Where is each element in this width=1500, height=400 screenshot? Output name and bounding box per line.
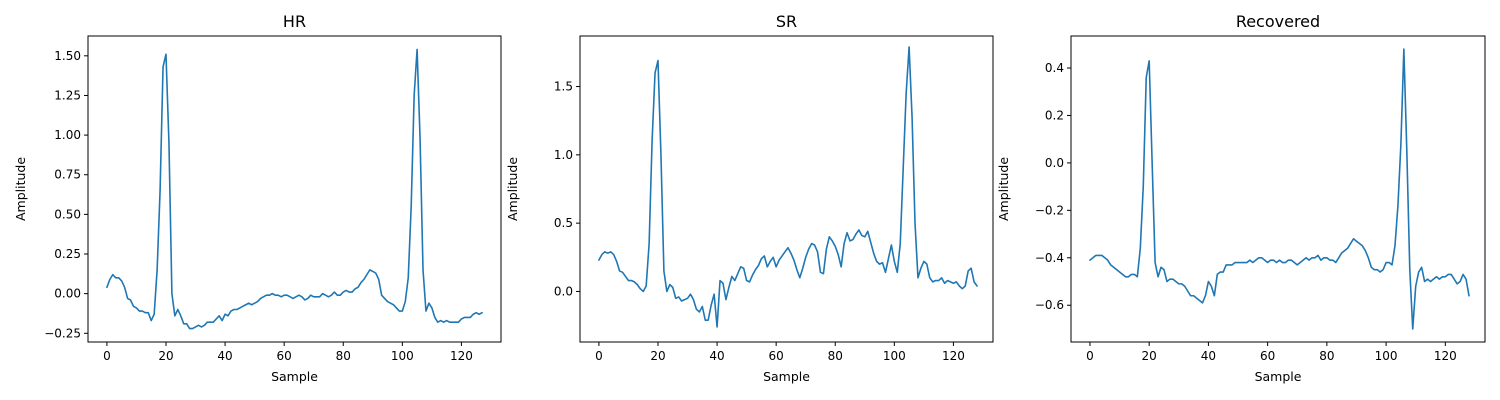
y-tick-label: −0.25 — [44, 326, 81, 340]
subplot-recovered: Recovered Sample Amplitude 0 20 40 60 80 100 1… — [996, 12, 1486, 384]
y-tick-label: 1.25 — [54, 88, 81, 102]
x-axis-label: Sample — [271, 369, 318, 384]
x-tick-label: 0 — [103, 349, 111, 363]
x-tick-label: 40 — [709, 349, 724, 363]
x-tick-label: 20 — [650, 349, 665, 363]
plot-frame — [579, 35, 994, 343]
x-tick-label: 100 — [391, 349, 414, 363]
chart-title: SR — [776, 12, 797, 31]
plot-frame — [1070, 35, 1486, 343]
chart-title: Recovered — [1236, 12, 1320, 31]
series-line — [106, 48, 483, 330]
x-tick-label: 80 — [828, 349, 843, 363]
subplot-hr: HR Sample Amplitude 0 20 40 60 80 100 120 −0.25… — [13, 12, 502, 384]
y-axis-label: Amplitude — [996, 157, 1011, 221]
series-line — [598, 46, 978, 328]
y-tick-label: 1.00 — [54, 128, 81, 142]
x-tick-label: 40 — [1201, 349, 1216, 363]
x-tick-label: 80 — [336, 349, 351, 363]
x-tick-label: 60 — [1260, 349, 1275, 363]
x-tick-label: 100 — [883, 349, 906, 363]
x-tick-label: 40 — [217, 349, 232, 363]
x-tick-label: 20 — [1142, 349, 1157, 363]
series-line — [1089, 48, 1470, 330]
y-tick-label: 0.00 — [54, 287, 81, 301]
x-axis-label: Sample — [1255, 369, 1302, 384]
y-tick-label: 0.25 — [54, 247, 81, 261]
x-tick-label: 80 — [1319, 349, 1334, 363]
plot-frame — [87, 35, 502, 343]
y-tick-label: 1.50 — [54, 49, 81, 63]
x-tick-label: 0 — [1086, 349, 1094, 363]
y-tick-label: −0.2 — [1035, 203, 1064, 217]
x-tick-label: 120 — [942, 349, 965, 363]
y-axis-label: Amplitude — [505, 157, 520, 221]
x-axis-label: Sample — [763, 369, 810, 384]
y-tick-label: 1.0 — [554, 148, 573, 162]
y-tick-label: 0.0 — [1045, 156, 1064, 170]
x-tick-label: 120 — [1434, 349, 1457, 363]
chart-title: HR — [283, 12, 306, 31]
y-tick-label: 0.5 — [554, 216, 573, 230]
y-tick-label: 0.0 — [554, 284, 573, 298]
y-tick-label: 1.5 — [554, 80, 573, 94]
x-tick-label: 120 — [450, 349, 473, 363]
x-tick-label: 20 — [158, 349, 173, 363]
subplot-sr: SR Sample Amplitude 0 20 40 60 80 100 120 0.0 0.… — [505, 12, 994, 384]
y-tick-label: 0.2 — [1045, 108, 1064, 122]
y-tick-label: 0.50 — [54, 207, 81, 221]
y-axis-label: Amplitude — [13, 157, 28, 221]
y-tick-label: −0.6 — [1035, 298, 1064, 312]
x-tick-label: 100 — [1375, 349, 1398, 363]
x-tick-label: 0 — [595, 349, 603, 363]
y-tick-label: 0.75 — [54, 168, 81, 182]
x-tick-label: 60 — [277, 349, 292, 363]
y-tick-label: 0.4 — [1045, 61, 1064, 75]
y-tick-label: −0.4 — [1035, 251, 1064, 265]
x-tick-label: 60 — [769, 349, 784, 363]
